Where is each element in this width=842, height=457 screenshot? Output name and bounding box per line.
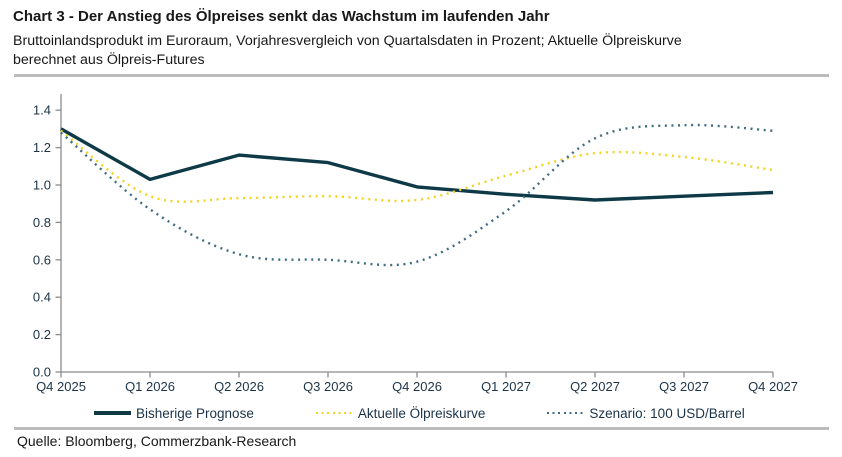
x-tick-label: Q3 2026 xyxy=(303,379,353,394)
y-tick-label: 1.2 xyxy=(33,140,51,155)
y-tick-label: 1.4 xyxy=(33,103,51,118)
dotted-line-swatch-icon xyxy=(315,411,353,415)
bottom-divider xyxy=(14,427,829,430)
legend-label: Aktuelle Ölpreiskurve xyxy=(357,405,486,421)
y-tick-label: 0.6 xyxy=(33,252,51,267)
x-tick-label: Q4 2027 xyxy=(748,379,798,394)
dotted-line-swatch-icon xyxy=(547,411,585,415)
top-divider xyxy=(14,74,829,77)
chart-title: Chart 3 - Der Anstieg des Ölpreises senk… xyxy=(13,8,550,25)
x-tick-label: Q1 2026 xyxy=(125,379,175,394)
legend-item: Aktuelle Ölpreiskurve xyxy=(315,405,486,421)
x-tick-label: Q2 2027 xyxy=(570,379,620,394)
legend-item: Szenario: 100 USD/Barrel xyxy=(547,405,745,421)
y-tick-label: 0.0 xyxy=(33,365,51,380)
legend-label: Szenario: 100 USD/Barrel xyxy=(589,405,745,421)
y-tick-label: 0.4 xyxy=(33,290,51,305)
x-tick-label: Q4 2026 xyxy=(392,379,442,394)
series-line xyxy=(60,129,774,203)
series-line xyxy=(60,127,774,202)
solid-line-swatch-icon xyxy=(94,411,131,415)
source-note: Quelle: Bloomberg, Commerzbank-Research xyxy=(17,433,297,449)
x-tick-label: Q4 2025 xyxy=(36,379,86,394)
y-tick-label: 1.0 xyxy=(33,178,51,193)
y-tick-label: 0.2 xyxy=(33,327,51,342)
line-chart-plot: 0.0 0.2 0.4 0.6 0.8 1.0 1.2 1.4 Q4 2025 Q1 2026 Q2… xyxy=(33,94,798,394)
x-tick-label: Q2 2026 xyxy=(214,379,264,394)
y-tick-label: 0.8 xyxy=(33,215,51,230)
series-line xyxy=(60,123,774,267)
chart-legend: Bisherige Prognose Aktuelle Ölpreiskurve S… xyxy=(94,403,745,423)
x-tick-label: Q1 2027 xyxy=(481,379,531,394)
x-tick-label: Q3 2027 xyxy=(659,379,709,394)
legend-label: Bisherige Prognose xyxy=(136,405,254,421)
chart-subtitle: Bruttoinlandsprodukt im Euroraum, Vorjah… xyxy=(13,33,682,68)
legend-item: Bisherige Prognose xyxy=(94,406,254,421)
